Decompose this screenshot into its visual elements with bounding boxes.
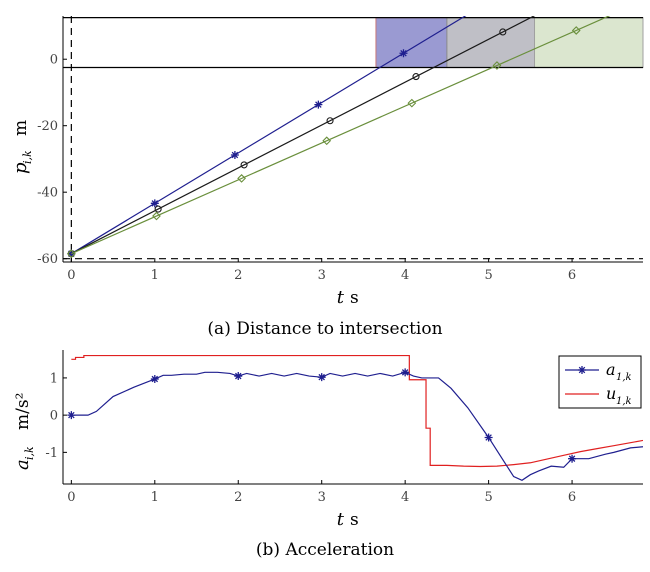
trajectory-3-marker-4 — [407, 98, 417, 108]
y-tick-label: 0 — [50, 409, 58, 424]
x-axis-label: t — [337, 287, 345, 308]
trajectory-3-marker-5 — [492, 61, 502, 70]
x-tick-label: 4 — [401, 268, 409, 283]
trajectory-1-marker-1 — [150, 199, 159, 208]
chart-distance: 0 1 2 3 4 5 6 -60 -40 -20 0 t s pi,k m (a) Distance to … — [10, 16, 644, 339]
x-tick-label: 3 — [318, 490, 326, 505]
trajectory-3-marker-0 — [66, 249, 76, 259]
x-tick-label: 1 — [151, 490, 159, 505]
y-axis-unit: m — [11, 120, 31, 136]
x-tick-label: 0 — [67, 490, 75, 505]
trajectory-1-marker-2 — [230, 150, 239, 159]
trajectory-1-marker-3 — [314, 100, 323, 109]
x-axis-unit: s — [350, 288, 359, 308]
occupancy-zone-2 — [446, 17, 540, 69]
trajectory-2-marker-2 — [240, 161, 248, 169]
legend-a-marker — [578, 366, 586, 374]
y-axis-label-group: ai,k m/s² — [12, 393, 36, 470]
series-a-marker-5 — [484, 433, 493, 442]
chart-title: (b) Acceleration — [256, 540, 394, 560]
legend: a 1,ku 1,k — [558, 355, 642, 409]
x-tick-label: 0 — [67, 268, 75, 283]
legend-u-label: u — [606, 384, 616, 403]
trajectory-2-marker-4 — [412, 73, 420, 81]
x-tick-label: 1 — [151, 268, 159, 283]
x-axis-label: t — [337, 509, 345, 530]
y-axis-label-group: pi,k m — [10, 120, 34, 174]
series-a-marker-3 — [317, 373, 326, 382]
chart-title: (a) Distance to intersection — [207, 319, 442, 339]
legend-a-subscript: 1,k — [616, 372, 632, 383]
y-tick-label: -60 — [37, 252, 58, 267]
trajectory-2-marker-5 — [499, 28, 507, 36]
y-tick-label: -20 — [37, 119, 58, 134]
series-a-marker-0 — [67, 411, 76, 420]
legend-box — [558, 355, 642, 409]
trajectory-3-marker-2 — [237, 174, 246, 183]
series-a-marker-2 — [234, 372, 243, 381]
trajectory-line-1 — [71, 16, 467, 255]
trajectory-3-marker-6 — [571, 26, 581, 35]
x-tick-label: 4 — [401, 490, 409, 505]
occupancy-zone-3 — [534, 17, 644, 69]
trajectory-2-marker-3 — [326, 117, 334, 125]
trajectory-3-marker-1 — [152, 211, 161, 221]
x-tick-label: 6 — [568, 268, 576, 283]
y-axis-label-subscript: i,k — [21, 150, 34, 164]
x-tick-label: 5 — [484, 490, 492, 505]
x-tick-label: 3 — [318, 268, 326, 283]
trajectory-line-2 — [71, 16, 536, 255]
series-u-line — [71, 354, 643, 468]
x-tick-label: 5 — [484, 268, 492, 283]
y-tick-label: -40 — [37, 186, 58, 201]
trajectory-line-3 — [71, 16, 611, 255]
y-axis-label: a — [12, 459, 33, 470]
y-axis-unit: m/s² — [13, 393, 33, 430]
y-tick-label: 1 — [50, 371, 58, 386]
occupancy-zone-1 — [375, 17, 460, 69]
series-a-marker-1 — [150, 375, 159, 384]
trajectory-2-marker-1 — [154, 205, 162, 213]
legend-u-subscript: 1,k — [616, 396, 632, 407]
y-tick-label: 0 — [50, 53, 58, 68]
y-axis-label-subscript: i,k — [23, 446, 36, 460]
series-group — [67, 354, 643, 481]
y-axis-label: p — [10, 162, 31, 174]
series-a-marker-6 — [568, 454, 577, 463]
x-tick-label: 2 — [234, 490, 242, 505]
x-tick-label: 2 — [234, 268, 242, 283]
legend-a-label: a — [606, 360, 616, 379]
x-axis-unit: s — [350, 510, 359, 530]
trajectories — [66, 16, 611, 259]
trajectory-3-marker-3 — [322, 136, 332, 146]
series-a-line — [71, 371, 643, 481]
chart-acceleration: 0 1 2 3 4 5 6-101 a 1,ku 1,kt sai,km/s²(b) Acceler… — [12, 350, 643, 560]
series-a-marker-4 — [401, 368, 410, 377]
y-tick-label: -1 — [45, 446, 58, 461]
trajectory-1-marker-4 — [399, 49, 408, 58]
x-tick-label: 6 — [568, 490, 576, 505]
